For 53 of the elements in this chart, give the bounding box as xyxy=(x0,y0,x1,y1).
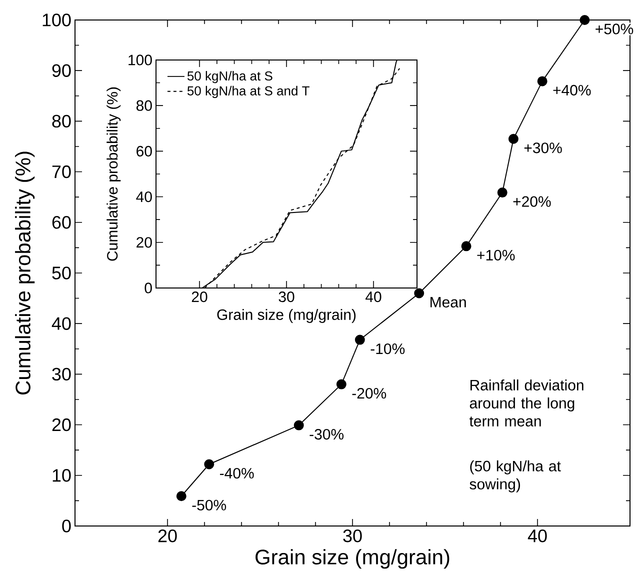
y-tick-label: 90 xyxy=(52,64,71,77)
point xyxy=(580,14,590,25)
annotation: +30% xyxy=(524,142,562,154)
point xyxy=(336,379,346,390)
x-tick-label: 40 xyxy=(366,292,382,302)
annotation: -40% xyxy=(220,468,254,479)
y-tick-label: 0 xyxy=(144,282,152,294)
point xyxy=(497,188,508,198)
annotation: +20% xyxy=(513,196,551,207)
legend-label: 50 kgN/ha at S and T xyxy=(187,86,310,98)
point xyxy=(414,288,424,298)
annotation: Mean xyxy=(430,297,466,308)
annotation: +10% xyxy=(477,250,515,260)
annotation: Rainfall deviation around the long term mean xyxy=(469,379,584,426)
point xyxy=(508,134,518,144)
annotation: -50% xyxy=(192,500,226,510)
y-tick-label: 0 xyxy=(62,520,71,532)
y-tick-label: 60 xyxy=(136,146,152,156)
x-tick-label: 30 xyxy=(278,292,294,302)
annotation: -10% xyxy=(370,343,405,354)
y-tick-label: 20 xyxy=(136,237,152,248)
x-tick-label: 20 xyxy=(192,292,208,302)
legend-label: 50 kgN/ha at S xyxy=(187,71,272,84)
point xyxy=(204,459,214,470)
y-tick-label: 40 xyxy=(136,191,152,202)
y-tick-label: 70 xyxy=(52,165,71,178)
y-tick-label: 60 xyxy=(52,216,71,229)
x-axis-title: Grain size (mg/grain) xyxy=(217,308,356,323)
point xyxy=(176,491,186,502)
annotation: (50 kgN/ha at sowing) xyxy=(470,460,561,492)
annotation: -30% xyxy=(310,428,344,440)
x-axis-title: Grain size (mg/grain) xyxy=(256,549,450,569)
y-tick-label: 80 xyxy=(136,100,152,111)
point xyxy=(294,420,304,430)
x-tick-label: 30 xyxy=(343,530,362,542)
annotation: -20% xyxy=(352,388,386,399)
y-tick-label: 40 xyxy=(52,317,71,330)
annotation: +50% xyxy=(596,24,634,34)
x-tick-label: 40 xyxy=(528,530,547,542)
annotation: +40% xyxy=(553,84,591,96)
point xyxy=(354,334,365,345)
y-tick-label: 30 xyxy=(52,368,71,381)
point xyxy=(461,241,472,252)
y-axis-title: Cumulative probability (%) xyxy=(15,152,35,394)
x-tick-label: 20 xyxy=(158,530,177,542)
y-tick-label: 50 xyxy=(52,266,71,280)
y-axis-title: Cumulative probability (%) xyxy=(106,87,121,261)
y-tick-label: 10 xyxy=(52,469,71,482)
y-tick-label: 80 xyxy=(52,114,71,128)
y-tick-label: 100 xyxy=(42,14,71,26)
y-tick-label: 20 xyxy=(52,418,71,432)
y-tick-label: 100 xyxy=(128,54,152,66)
point xyxy=(537,76,548,86)
